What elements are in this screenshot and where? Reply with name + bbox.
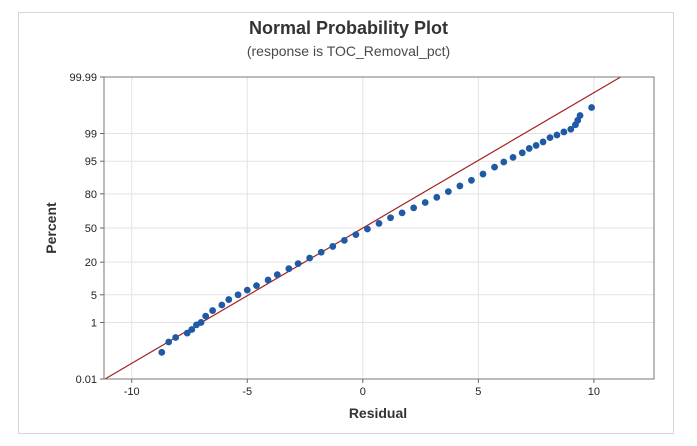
chart-title: Normal Probability Plot xyxy=(248,18,449,38)
x-axis-label: Residual xyxy=(349,405,407,421)
data-point xyxy=(317,248,325,256)
data-point xyxy=(387,214,394,222)
data-point xyxy=(433,193,441,201)
x-tick-label: 10 xyxy=(588,386,600,398)
data-point xyxy=(539,138,547,146)
data-point xyxy=(273,271,281,279)
data-point xyxy=(172,334,180,341)
y-tick-label: 50 xyxy=(85,223,97,235)
data-point xyxy=(329,243,337,250)
data-point xyxy=(264,276,272,284)
data-point xyxy=(567,125,575,133)
x-tick-label: -10 xyxy=(124,386,140,398)
data-point xyxy=(294,260,302,268)
data-point xyxy=(364,225,371,233)
data-point xyxy=(375,220,383,227)
chart-frame xyxy=(18,12,674,434)
data-point xyxy=(421,199,429,206)
plot-area-border xyxy=(103,76,655,380)
y-tick-label: 5 xyxy=(91,290,97,302)
data-point xyxy=(479,170,487,178)
data-point xyxy=(560,128,568,136)
x-tick-label: 0 xyxy=(360,386,366,398)
data-point xyxy=(253,282,260,290)
data-point xyxy=(158,348,166,356)
data-point xyxy=(500,158,508,166)
data-point xyxy=(340,237,348,244)
data-point xyxy=(225,296,233,303)
data-point xyxy=(410,204,418,212)
y-tick-label: 0.01 xyxy=(76,374,97,386)
data-point xyxy=(202,312,210,320)
y-tick-label: 20 xyxy=(85,257,97,269)
tick-layer: -10 -5 0 5 10 0.01 1 5 20 50 80 95 99 99.99 xyxy=(69,72,600,398)
data-point xyxy=(576,112,584,119)
data-point xyxy=(509,153,517,161)
y-tick-label: 99 xyxy=(85,129,97,141)
x-tick-label: 5 xyxy=(475,386,481,398)
y-tick-label: 95 xyxy=(85,156,97,168)
y-tick-label: 99.99 xyxy=(69,72,97,84)
y-tick-label: 1 xyxy=(91,317,97,329)
data-point xyxy=(444,188,452,196)
data-point xyxy=(546,134,554,142)
data-point xyxy=(188,326,196,333)
data-point xyxy=(285,265,293,273)
data-point xyxy=(532,142,540,149)
data-point xyxy=(197,319,205,326)
data-point xyxy=(234,291,242,299)
data-point xyxy=(218,301,226,309)
data-point xyxy=(352,231,360,239)
data-point xyxy=(165,338,173,346)
x-tick-label: -5 xyxy=(242,386,252,398)
data-point xyxy=(456,182,464,190)
y-axis-label: Percent xyxy=(43,202,59,254)
data-point xyxy=(468,176,475,184)
data-point xyxy=(553,131,561,139)
data-point xyxy=(491,163,498,171)
y-tick-label: 80 xyxy=(85,189,97,201)
data-point xyxy=(209,307,217,314)
data-point xyxy=(588,104,596,111)
data-point xyxy=(183,329,191,337)
data-points-layer xyxy=(158,104,596,356)
data-point xyxy=(306,254,314,262)
data-point xyxy=(398,209,406,217)
data-point xyxy=(518,149,526,157)
data-point xyxy=(525,145,533,152)
data-point xyxy=(243,286,251,294)
chart-subtitle: (response is TOC_Removal_pct) xyxy=(246,43,451,59)
